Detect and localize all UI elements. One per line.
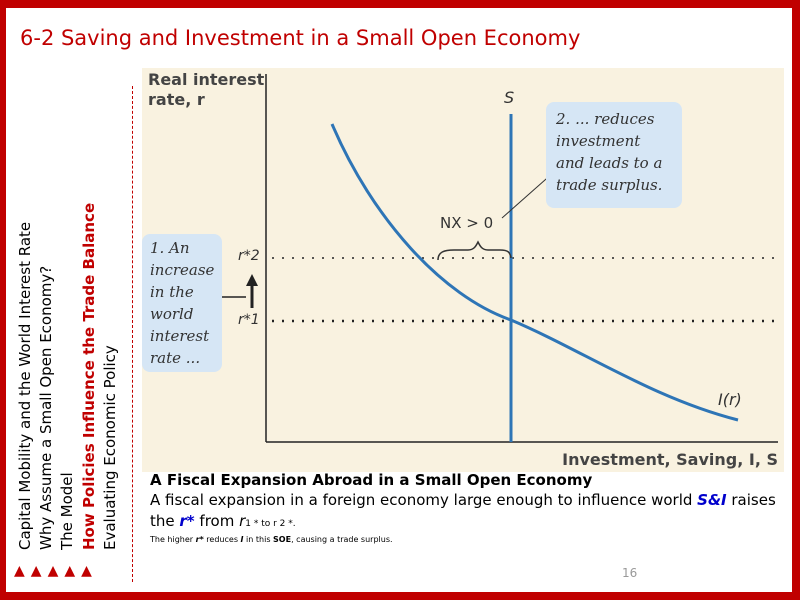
slide-title: 6-2 Saving and Investment in a Small Ope… xyxy=(20,26,581,50)
caption-note-soe: SOE xyxy=(273,535,292,544)
frame-right xyxy=(792,0,800,600)
sidebar-item-capital-mobility[interactable]: Capital Mobility and the World Interest … xyxy=(16,221,34,550)
triangle-up-icon[interactable]: ▲ xyxy=(47,563,59,579)
caption-body: A fiscal expansion in a foreign economy … xyxy=(150,490,780,535)
caption-note-text: The higher xyxy=(150,535,196,544)
triangle-up-icon[interactable]: ▲ xyxy=(81,563,92,579)
callout-trade-surplus: 2. ... reduces investment and leads to a… xyxy=(546,102,682,208)
caption-note-rstar: r* xyxy=(195,535,204,544)
caption-r-symbol: r xyxy=(239,512,246,530)
caption-note-text: , causing a trade surplus. xyxy=(291,535,393,544)
caption-si-term: S&I xyxy=(697,491,727,509)
caption-note-text: in this xyxy=(243,535,274,544)
caption-r2-subscript: r 2 * xyxy=(273,519,293,529)
callout-2-pointer xyxy=(501,171,555,219)
investment-label: I(r) xyxy=(718,390,742,409)
nx-brace xyxy=(437,240,512,261)
caption-text: . xyxy=(292,519,296,529)
caption-rstar-term: r* xyxy=(179,512,195,530)
callout-world-rate-increase: 1. An increase in the world interest rat… xyxy=(142,234,222,372)
caption-note-i: I xyxy=(240,535,244,544)
sidebar-nav: Capital Mobility and the World Interest … xyxy=(12,70,128,550)
frame-top xyxy=(0,0,800,8)
sidebar-item-evaluating-policy[interactable]: Evaluating Economic Policy xyxy=(101,345,119,550)
nx-label: NX > 0 xyxy=(440,214,494,232)
r1-label: r*1 xyxy=(238,312,260,328)
y-axis-label: Real interest rate, r xyxy=(148,70,278,110)
caption-text: to xyxy=(258,519,274,529)
caption-note-text: reduces xyxy=(203,535,241,544)
investment-curve xyxy=(330,123,739,422)
caption-text: A fiscal expansion in a foreign economy … xyxy=(150,491,698,509)
nav-buttons: ▲ ▲ ▲ ▲ ▲ xyxy=(14,563,92,579)
r2-label: r*2 xyxy=(238,248,260,264)
caption-r1-subscript: 1 * xyxy=(245,519,259,529)
frame-left xyxy=(0,0,6,600)
diagram-svg xyxy=(222,74,778,443)
y-axis-label-line-1: Real interest xyxy=(148,70,265,89)
sidebar-item-why-small-open[interactable]: Why Assume a Small Open Economy? xyxy=(37,265,55,550)
caption-text: raises the xyxy=(150,491,776,530)
sidebar-item-the-model[interactable]: The Model xyxy=(58,472,76,550)
frame-bottom xyxy=(0,592,800,600)
caption-title: A Fiscal Expansion Abroad in a Small Ope… xyxy=(150,471,593,489)
page-number: 16 xyxy=(622,566,638,580)
saving-investment-figure: Real interest rate, r Investment, Saving… xyxy=(142,68,784,472)
x-axis-label: Investment, Saving, I, S xyxy=(562,450,778,469)
sidebar-item-policies-trade-balance[interactable]: How Policies Influence the Trade Balance xyxy=(80,202,98,550)
figure-caption: A Fiscal Expansion Abroad in a Small Ope… xyxy=(150,470,780,545)
arrow-up-icon xyxy=(246,274,258,286)
triangle-up-icon[interactable]: ▲ xyxy=(64,563,76,579)
sidebar-divider xyxy=(132,86,133,582)
caption-text: from xyxy=(194,512,240,530)
saving-label: S xyxy=(504,88,515,107)
triangle-up-icon[interactable]: ▲ xyxy=(14,563,25,579)
y-axis-label-line-2: rate, r xyxy=(148,90,205,109)
triangle-up-icon[interactable]: ▲ xyxy=(30,563,42,579)
caption-note: The higher r* reduces I in this SOE, cau… xyxy=(150,535,780,545)
